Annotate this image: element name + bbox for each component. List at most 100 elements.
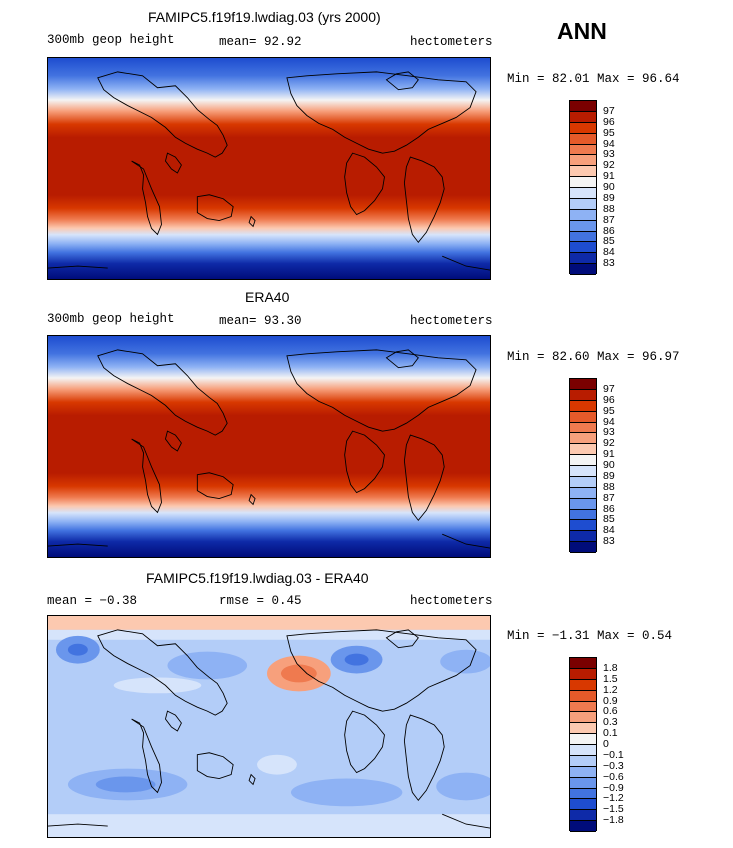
colorbar-tick-label: 84 [603,524,615,537]
colorbar-swatch [570,658,596,669]
colorbar-swatch [570,745,596,756]
colorbar-swatch [570,466,596,477]
colorbar-swatch [570,821,596,832]
colorbar-tick-label: 89 [603,469,615,482]
colorbar-swatch [570,487,596,499]
colorbar-tick-label: 85 [603,513,615,526]
colorbar-tick-label: −0.6 [603,770,624,783]
colorbar-swatch [570,155,596,167]
colorbar-swatch [570,679,596,691]
panel1-units-label: hectometers [410,35,493,49]
colorbar-swatch [570,188,596,199]
colorbar-tick-label: 87 [603,491,615,504]
colorbar-tick-label: 91 [603,170,615,183]
panel1-mean-label: mean= 92.92 [219,35,302,49]
colorbar-swatch [570,144,596,156]
colorbar-tick-label: 92 [603,437,615,450]
colorbar-swatch [570,755,596,767]
colorbar-tick-label: −1.2 [603,792,624,805]
colorbar-tick-label: 95 [603,404,615,417]
colorbar-swatch [570,712,596,724]
colorbar-swatch [570,133,596,145]
colorbar-tick-label: 92 [603,159,615,172]
colorbar-tick-label: 88 [603,202,615,215]
colorbar-swatch [570,509,596,521]
colorbar-swatch [570,444,596,456]
colorbar-swatch [570,122,596,134]
panel3-units-label: hectometers [410,594,493,608]
colorbar-tick-label: 90 [603,181,615,193]
colorbar-swatch [570,177,596,188]
colorbar-tick-label: −1.8 [603,814,624,827]
colorbar-swatch [570,668,596,680]
colorbar-tick-label: 85 [603,235,615,248]
colorbar-tick-label: 83 [603,535,615,548]
panel2-variable-label: 300mb geop height [47,312,175,326]
colorbar-tick-label: −0.3 [603,759,624,772]
colorbar-swatch [570,198,596,210]
colorbar-tick-label: 0.1 [603,727,618,740]
panel3-rmse-label: rmse = 0.45 [219,594,302,608]
colorbar-tick-label: 91 [603,448,615,461]
colorbar-tick-label: 86 [603,502,615,515]
colorbar-tick-label: 96 [603,115,615,128]
panel2-title: ERA40 [245,289,290,305]
colorbar-tick-label: 94 [603,137,615,150]
colorbar-tick-label: 84 [603,246,615,259]
colorbar-tick-label: 1.2 [603,683,618,696]
colorbar-swatch [570,242,596,254]
colorbar-tick-label: 1.5 [603,672,618,685]
panel2-minmax: Min = 82.60 Max = 96.97 [507,350,680,364]
panel1-minmax: Min = 82.01 Max = 96.64 [507,72,680,86]
colorbar-tick-label: 95 [603,126,615,139]
colorbar-swatch [570,520,596,532]
colorbar-swatch [570,220,596,232]
panel2-mean-label: mean= 93.30 [219,314,302,328]
colorbar-tick-label: 90 [603,459,615,471]
panel3-title: FAMIPC5.f19f19.lwdiag.03 - ERA40 [146,570,369,586]
colorbar-swatch [570,411,596,423]
colorbar-tick-label: 93 [603,148,615,161]
colorbar-swatch [570,799,596,811]
colorbar-swatch [570,209,596,221]
colorbar-swatch [570,810,596,822]
colorbar-swatch [570,379,596,390]
colorbar-swatch [570,498,596,510]
panel2-map-plot [48,336,490,557]
colorbar-swatch [570,777,596,789]
colorbar-swatch [570,723,596,735]
colorbar-tick-label: 87 [603,213,615,226]
colorbar-swatch [570,433,596,445]
colorbar-swatch [570,101,596,112]
panel2-units-label: hectometers [410,314,493,328]
colorbar-tick-label: −0.1 [603,748,624,761]
panel2-map [47,335,491,558]
season-label: ANN [557,18,607,44]
colorbar-tick-label: 88 [603,480,615,493]
colorbar-tick-label: 0 [603,738,609,750]
panel1-title: FAMIPC5.f19f19.lwdiag.03 (yrs 2000) [148,9,381,25]
colorbar-tick-label: 83 [603,257,615,270]
colorbar-tick-label: 89 [603,191,615,204]
colorbar-swatch [570,264,596,275]
colorbar-swatch [570,400,596,412]
colorbar-tick-label: 97 [603,382,615,395]
panel1-colorbar [569,100,597,275]
colorbar-swatch [570,476,596,488]
colorbar-swatch [570,690,596,702]
colorbar-swatch [570,788,596,800]
colorbar-tick-label: 94 [603,415,615,428]
colorbar-swatch [570,734,596,745]
colorbar-swatch [570,766,596,778]
panel3-minmax: Min = −1.31 Max = 0.54 [507,629,673,643]
panel1-map [47,57,491,280]
panel3-mean-label: mean = −0.38 [47,594,138,608]
colorbar-tick-label: −1.5 [603,803,624,816]
colorbar-swatch [570,253,596,265]
colorbar-swatch [570,531,596,543]
colorbar-tick-label: 1.8 [603,661,618,674]
colorbar-swatch [570,455,596,466]
colorbar-tick-label: 0.3 [603,716,618,729]
colorbar-swatch [570,166,596,178]
colorbar-swatch [570,422,596,434]
